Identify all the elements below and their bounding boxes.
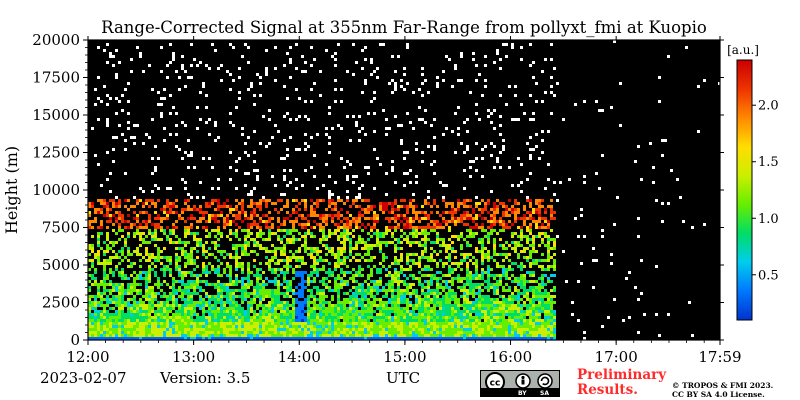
colorbar-tick-label: 1.5	[758, 155, 779, 170]
y-tick-label: 10000	[32, 181, 80, 199]
x-tick-label: 16:00	[489, 348, 532, 366]
y-axis-label: Height (m)	[2, 146, 21, 234]
y-tick-label: 17500	[32, 69, 80, 87]
preliminary-line-1: Preliminary	[577, 367, 667, 383]
cc-strip: BY SA	[481, 388, 559, 397]
x-tick-label: 17:00	[595, 348, 638, 366]
y-tick-label: 2500	[42, 294, 80, 312]
x-axis: 12:00 13:00 14:00 15:00 16:00 17:00 17:59	[66, 36, 742, 366]
plot-area	[87, 39, 721, 341]
cc-icon	[485, 372, 505, 389]
y-tick-label: 7500	[42, 219, 80, 237]
chart-title: Range-Corrected Signal at 355nm Far-Rang…	[101, 18, 707, 37]
heatmap-layer	[88, 40, 721, 340]
x-tick-label: 12:00	[66, 348, 109, 366]
colorbar-tick-label: 2.0	[758, 99, 779, 114]
colorbar-label: [a.u.]	[727, 43, 759, 57]
x-tick-label: 14:00	[278, 348, 321, 366]
copyright-line-1: © TROPOS & FMI 2023.	[672, 381, 774, 390]
y-tick-label: 12500	[32, 144, 80, 162]
x-tick-label: 15:00	[383, 348, 426, 366]
copyright-notice: © TROPOS & FMI 2023. CC BY SA 4.0 Licens…	[672, 381, 773, 399]
preliminary-line-2: Results.	[577, 382, 638, 398]
colorbar-gradient	[736, 59, 753, 321]
colorbar: [a.u.] 0.5 1.0 1.5 2.0	[727, 43, 779, 321]
y-tick-label: 5000	[42, 256, 80, 274]
colorbar-tick-label: 0.5	[758, 268, 779, 283]
version-label: Version: 3.5	[160, 369, 251, 387]
cc-icons: cc	[485, 372, 553, 389]
share-alike-icon	[537, 373, 553, 389]
preliminary-notice: Preliminary Results.	[577, 368, 666, 398]
x-axis-label: UTC	[386, 369, 421, 387]
x-tick-label: 17:59	[698, 348, 741, 366]
copyright-line-2: CC BY SA 4.0 License.	[672, 390, 765, 399]
cc-sa-label: SA	[540, 390, 549, 397]
date-label: 2023-02-07	[40, 369, 127, 387]
cc-license-badge: cc BY SA	[480, 370, 560, 397]
colorbar-ticks: 0.5 1.0 1.5 2.0	[752, 99, 779, 283]
colorbar-tick-label: 1.0	[758, 212, 779, 227]
y-axis: 0 2500 5000 7500 10000 12500 15000 17500 20000	[32, 31, 724, 349]
y-tick-label: 20000	[32, 31, 80, 49]
y-tick-label: 15000	[32, 106, 80, 124]
cc-by-label: BY	[518, 390, 527, 397]
x-tick-label: 13:00	[172, 348, 215, 366]
y-tick-label: 0	[70, 331, 80, 349]
